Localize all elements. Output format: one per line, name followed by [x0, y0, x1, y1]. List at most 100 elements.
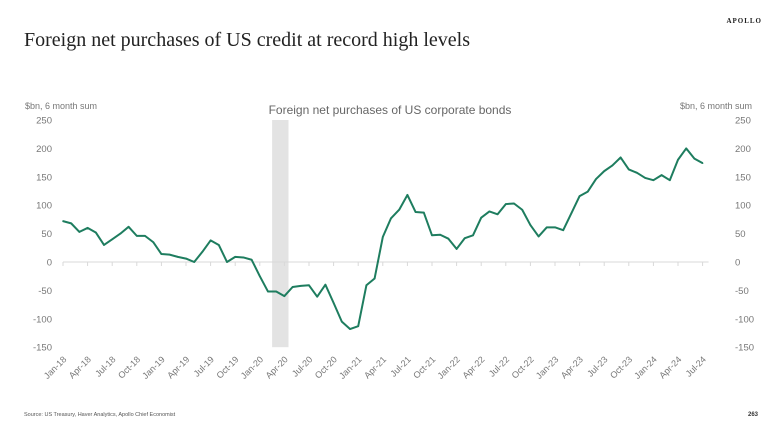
- data-point: [652, 179, 655, 182]
- data-point: [382, 236, 384, 238]
- data-point: [505, 203, 507, 205]
- x-tick-label: Jul-23: [585, 354, 609, 378]
- data-point: [78, 231, 81, 233]
- x-tick-label: Jan-18: [42, 354, 69, 381]
- page-title: Foreign net purchases of US credit at re…: [24, 29, 470, 51]
- right-axis-label: $bn, 6 month sum: [680, 101, 752, 111]
- data-point: [423, 211, 425, 214]
- data-point: [628, 168, 630, 171]
- y-tick-label-right: -150: [735, 343, 754, 354]
- x-tick-label: Apr-19: [165, 354, 191, 380]
- x-tick-label: Apr-24: [657, 354, 683, 380]
- data-point: [636, 172, 638, 174]
- data-point: [685, 147, 687, 150]
- x-tick-label: Jul-24: [684, 354, 708, 378]
- data-point: [193, 261, 195, 263]
- y-tick-label-right: 100: [735, 201, 751, 212]
- x-tick-label: Apr-21: [362, 354, 388, 380]
- x-tick-label: Jan-22: [435, 354, 462, 381]
- data-point: [62, 220, 64, 222]
- data-point: [587, 190, 589, 193]
- data-point: [439, 233, 442, 236]
- data-point: [119, 232, 122, 235]
- data-point: [316, 295, 319, 298]
- y-tick-label-left: 100: [36, 201, 52, 212]
- x-tick-label: Jul-18: [93, 354, 117, 378]
- y-tick-label-left: -100: [33, 314, 52, 325]
- data-point: [398, 208, 401, 211]
- data-point: [537, 235, 540, 238]
- data-point: [406, 194, 409, 196]
- x-tick-label: Oct-21: [411, 354, 437, 380]
- data-point: [603, 170, 605, 172]
- x-tick-label: Apr-20: [264, 354, 290, 380]
- data-point: [103, 244, 105, 246]
- data-point: [234, 256, 236, 258]
- x-tick-label: Oct-18: [116, 354, 142, 380]
- source-note: Source: US Treasury, Haver Analytics, Ap…: [24, 412, 176, 418]
- data-point: [201, 250, 204, 253]
- data-point: [152, 241, 154, 243]
- data-point: [259, 275, 261, 278]
- data-point: [218, 244, 220, 246]
- data-point: [283, 295, 286, 297]
- data-point: [250, 258, 253, 261]
- data-point: [127, 225, 130, 228]
- x-tick-label: Jan-21: [337, 354, 364, 381]
- data-point: [455, 248, 458, 250]
- x-tick-label: Jan-24: [632, 354, 659, 381]
- y-tick-label-left: 50: [41, 229, 52, 240]
- data-point: [546, 226, 548, 229]
- data-point: [136, 235, 138, 237]
- data-point: [168, 253, 171, 256]
- y-tick-label-right: 0: [735, 258, 740, 269]
- x-tick-label: Apr-22: [460, 354, 486, 380]
- data-point: [242, 256, 245, 259]
- x-tick-label: Oct-20: [313, 354, 339, 380]
- data-point: [144, 235, 146, 237]
- y-tick-label-right: -50: [735, 286, 749, 297]
- x-tick-label: Jul-21: [388, 354, 412, 378]
- data-point: [226, 261, 228, 263]
- page-number: 263: [747, 412, 758, 418]
- data-point: [308, 284, 310, 287]
- data-point: [95, 231, 97, 234]
- y-tick-label-left: 0: [47, 258, 52, 269]
- data-point: [496, 213, 499, 216]
- data-point: [390, 217, 392, 220]
- y-tick-label-left: 150: [36, 172, 52, 183]
- chart-title: Foreign net purchases of US corporate bo…: [269, 103, 512, 117]
- data-point: [357, 325, 360, 327]
- data-point: [644, 177, 646, 179]
- data-point: [513, 202, 515, 205]
- data-point: [431, 234, 433, 237]
- data-point: [472, 234, 474, 237]
- data-point: [86, 227, 89, 229]
- data-point: [660, 174, 663, 176]
- data-point: [267, 290, 269, 293]
- y-tick-label-right: 50: [735, 229, 746, 240]
- x-tick-label: Jan-20: [239, 354, 266, 381]
- data-point: [611, 164, 614, 167]
- data-point: [111, 238, 113, 241]
- data-point: [693, 157, 696, 160]
- data-point: [578, 195, 581, 197]
- data-point: [177, 256, 179, 258]
- x-tick-label: Jul-19: [192, 354, 216, 378]
- y-tick-label-left: 200: [36, 144, 52, 155]
- x-tick-label: Oct-22: [510, 354, 536, 380]
- data-point: [570, 212, 573, 214]
- data-point: [414, 211, 417, 213]
- data-point: [464, 237, 466, 239]
- data-point: [291, 286, 294, 288]
- y-tick-label-left: -150: [33, 343, 52, 354]
- data-point: [521, 208, 523, 211]
- data-point: [619, 156, 622, 159]
- recession-shading: [272, 120, 289, 348]
- data-point: [332, 302, 335, 304]
- x-tick-label: Jan-19: [140, 354, 167, 381]
- data-point: [209, 239, 212, 242]
- data-point: [185, 257, 187, 260]
